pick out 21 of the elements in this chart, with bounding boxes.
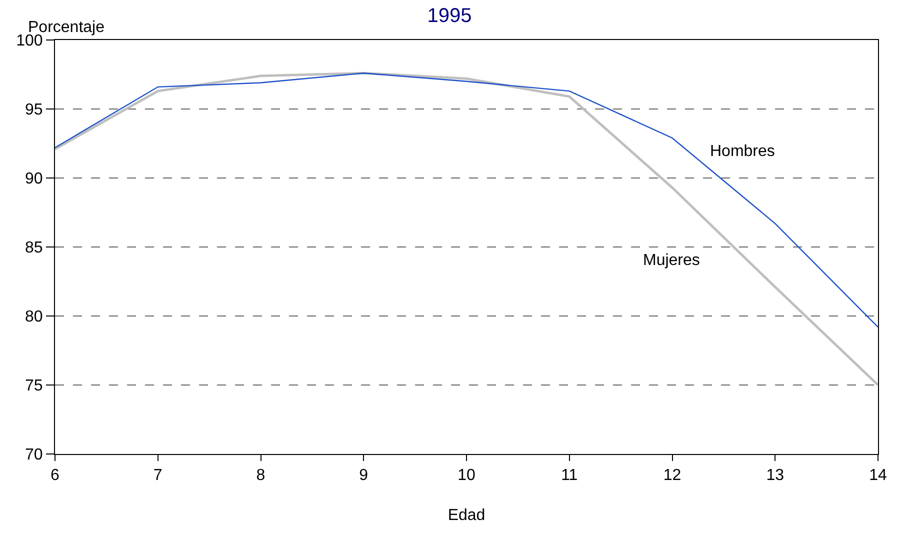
y-tick-label: 85 (25, 240, 43, 257)
y-tick-label: 75 (25, 378, 43, 395)
x-tick-label: 8 (256, 467, 266, 484)
x-tick-label: 14 (869, 467, 887, 484)
x-tick-label: 13 (766, 467, 784, 484)
y-tick-label: 95 (25, 102, 43, 119)
chart-title: 1995 (427, 5, 472, 28)
x-tick-label: 9 (359, 467, 368, 484)
x-tick-label: 6 (50, 467, 60, 484)
x-tick-label: 12 (663, 467, 682, 484)
y-tick-label: 70 (25, 446, 43, 464)
line-series (55, 72, 878, 386)
x-tick-label: 11 (561, 467, 578, 484)
series-label: Mujeres (643, 252, 700, 269)
y-tick-label: 80 (25, 308, 43, 326)
x-tick-label: 7 (153, 467, 162, 484)
line-series (55, 72, 878, 328)
x-tick-label: 10 (458, 467, 476, 484)
y-tick-label: 90 (25, 170, 43, 188)
x-axis-title: Edad (448, 506, 486, 524)
series-label: Hombres (710, 143, 775, 160)
